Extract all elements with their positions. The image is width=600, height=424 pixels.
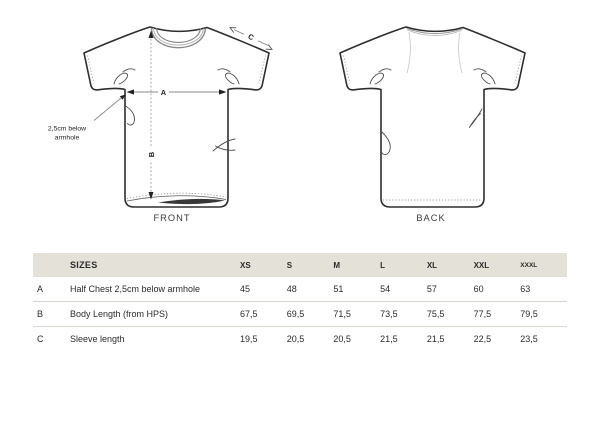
table-row-half-chest: A Half Chest 2,5cm below armhole 45 48 5… (33, 277, 567, 302)
row-value: 21,5 (380, 334, 398, 344)
measure-c-arrow: C (229, 27, 273, 50)
row-label: Half Chest 2,5cm below armhole (70, 284, 201, 294)
marker-c: C (247, 32, 256, 43)
row-value: 71,5 (333, 309, 351, 319)
size-header-xl: XL (426, 260, 438, 270)
row-value: 23,5 (520, 334, 538, 344)
size-header-s: S (286, 260, 293, 270)
row-value: 63 (520, 284, 531, 294)
back-tshirt-svg: BACK (339, 26, 526, 223)
table-row-body-length: B Body Length (from HPS) 67,5 69,5 71,5 … (33, 302, 567, 327)
row-value: 21,5 (426, 334, 445, 344)
measure-a-arrow: A (126, 88, 227, 97)
row-value: 75,5 (426, 309, 445, 319)
back-tshirt-drawing: BACK (286, 10, 556, 225)
size-header-m: M (333, 260, 341, 270)
front-view-label: FRONT (153, 213, 190, 223)
size-header-xxl: XXL (473, 260, 490, 270)
row-key: B (37, 309, 44, 319)
back-drape-lines (406, 31, 463, 74)
row-value: 57 (426, 284, 437, 294)
measure-b-arrow: B (147, 30, 156, 200)
back-collar-band (406, 28, 463, 36)
row-value: 69,5 (286, 309, 305, 319)
size-table-header-row: SIZES XS S M L XL XXL XXXL (33, 253, 567, 277)
back-view-label: BACK (416, 213, 445, 223)
row-value: 20,5 (286, 334, 305, 344)
row-value: 79,5 (520, 309, 538, 319)
row-value: 19,5 (240, 334, 258, 344)
row-value: 48 (286, 284, 297, 294)
annotation-line-2: armhole (55, 135, 80, 142)
table-row-sleeve-length: C Sleeve length 19,5 20,5 20,5 21,5 21,5… (33, 327, 567, 351)
front-collar-band (150, 27, 207, 49)
front-hem (126, 192, 227, 205)
front-tshirt-svg: A B C 2,5cm below armhole (48, 26, 273, 223)
sizes-title: SIZES (70, 260, 98, 270)
back-shirt-outline (339, 26, 526, 208)
row-value: 60 (473, 284, 484, 294)
row-value: 20,5 (333, 334, 351, 344)
row-value: 45 (240, 284, 251, 294)
annotation-line-1: 2,5cm below (48, 126, 86, 133)
size-header-l: L (380, 260, 386, 270)
marker-a: A (161, 88, 167, 97)
row-value: 54 (380, 284, 391, 294)
row-value: 51 (333, 284, 344, 294)
armhole-annotation: 2,5cm below armhole (48, 94, 126, 142)
row-value: 22,5 (473, 334, 492, 344)
row-label: Sleeve length (70, 334, 125, 344)
row-value: 77,5 (473, 309, 492, 319)
row-label: Body Length (from HPS) (70, 309, 169, 319)
row-value: 67,5 (240, 309, 258, 319)
front-wrinkles (113, 68, 240, 152)
front-tshirt-drawing: A B C 2,5cm below armhole (30, 10, 300, 225)
marker-b: B (147, 151, 156, 157)
back-wrinkles (369, 68, 496, 155)
size-header-xs: XS (240, 260, 251, 270)
size-table: SIZES XS S M L XL XXL XXXL A Half Chest … (33, 253, 567, 351)
row-key: A (37, 284, 44, 294)
row-key: C (37, 334, 44, 344)
front-shirt-outline (83, 26, 270, 208)
size-header-xxxl: XXXL (520, 261, 538, 269)
row-value: 73,5 (380, 309, 398, 319)
